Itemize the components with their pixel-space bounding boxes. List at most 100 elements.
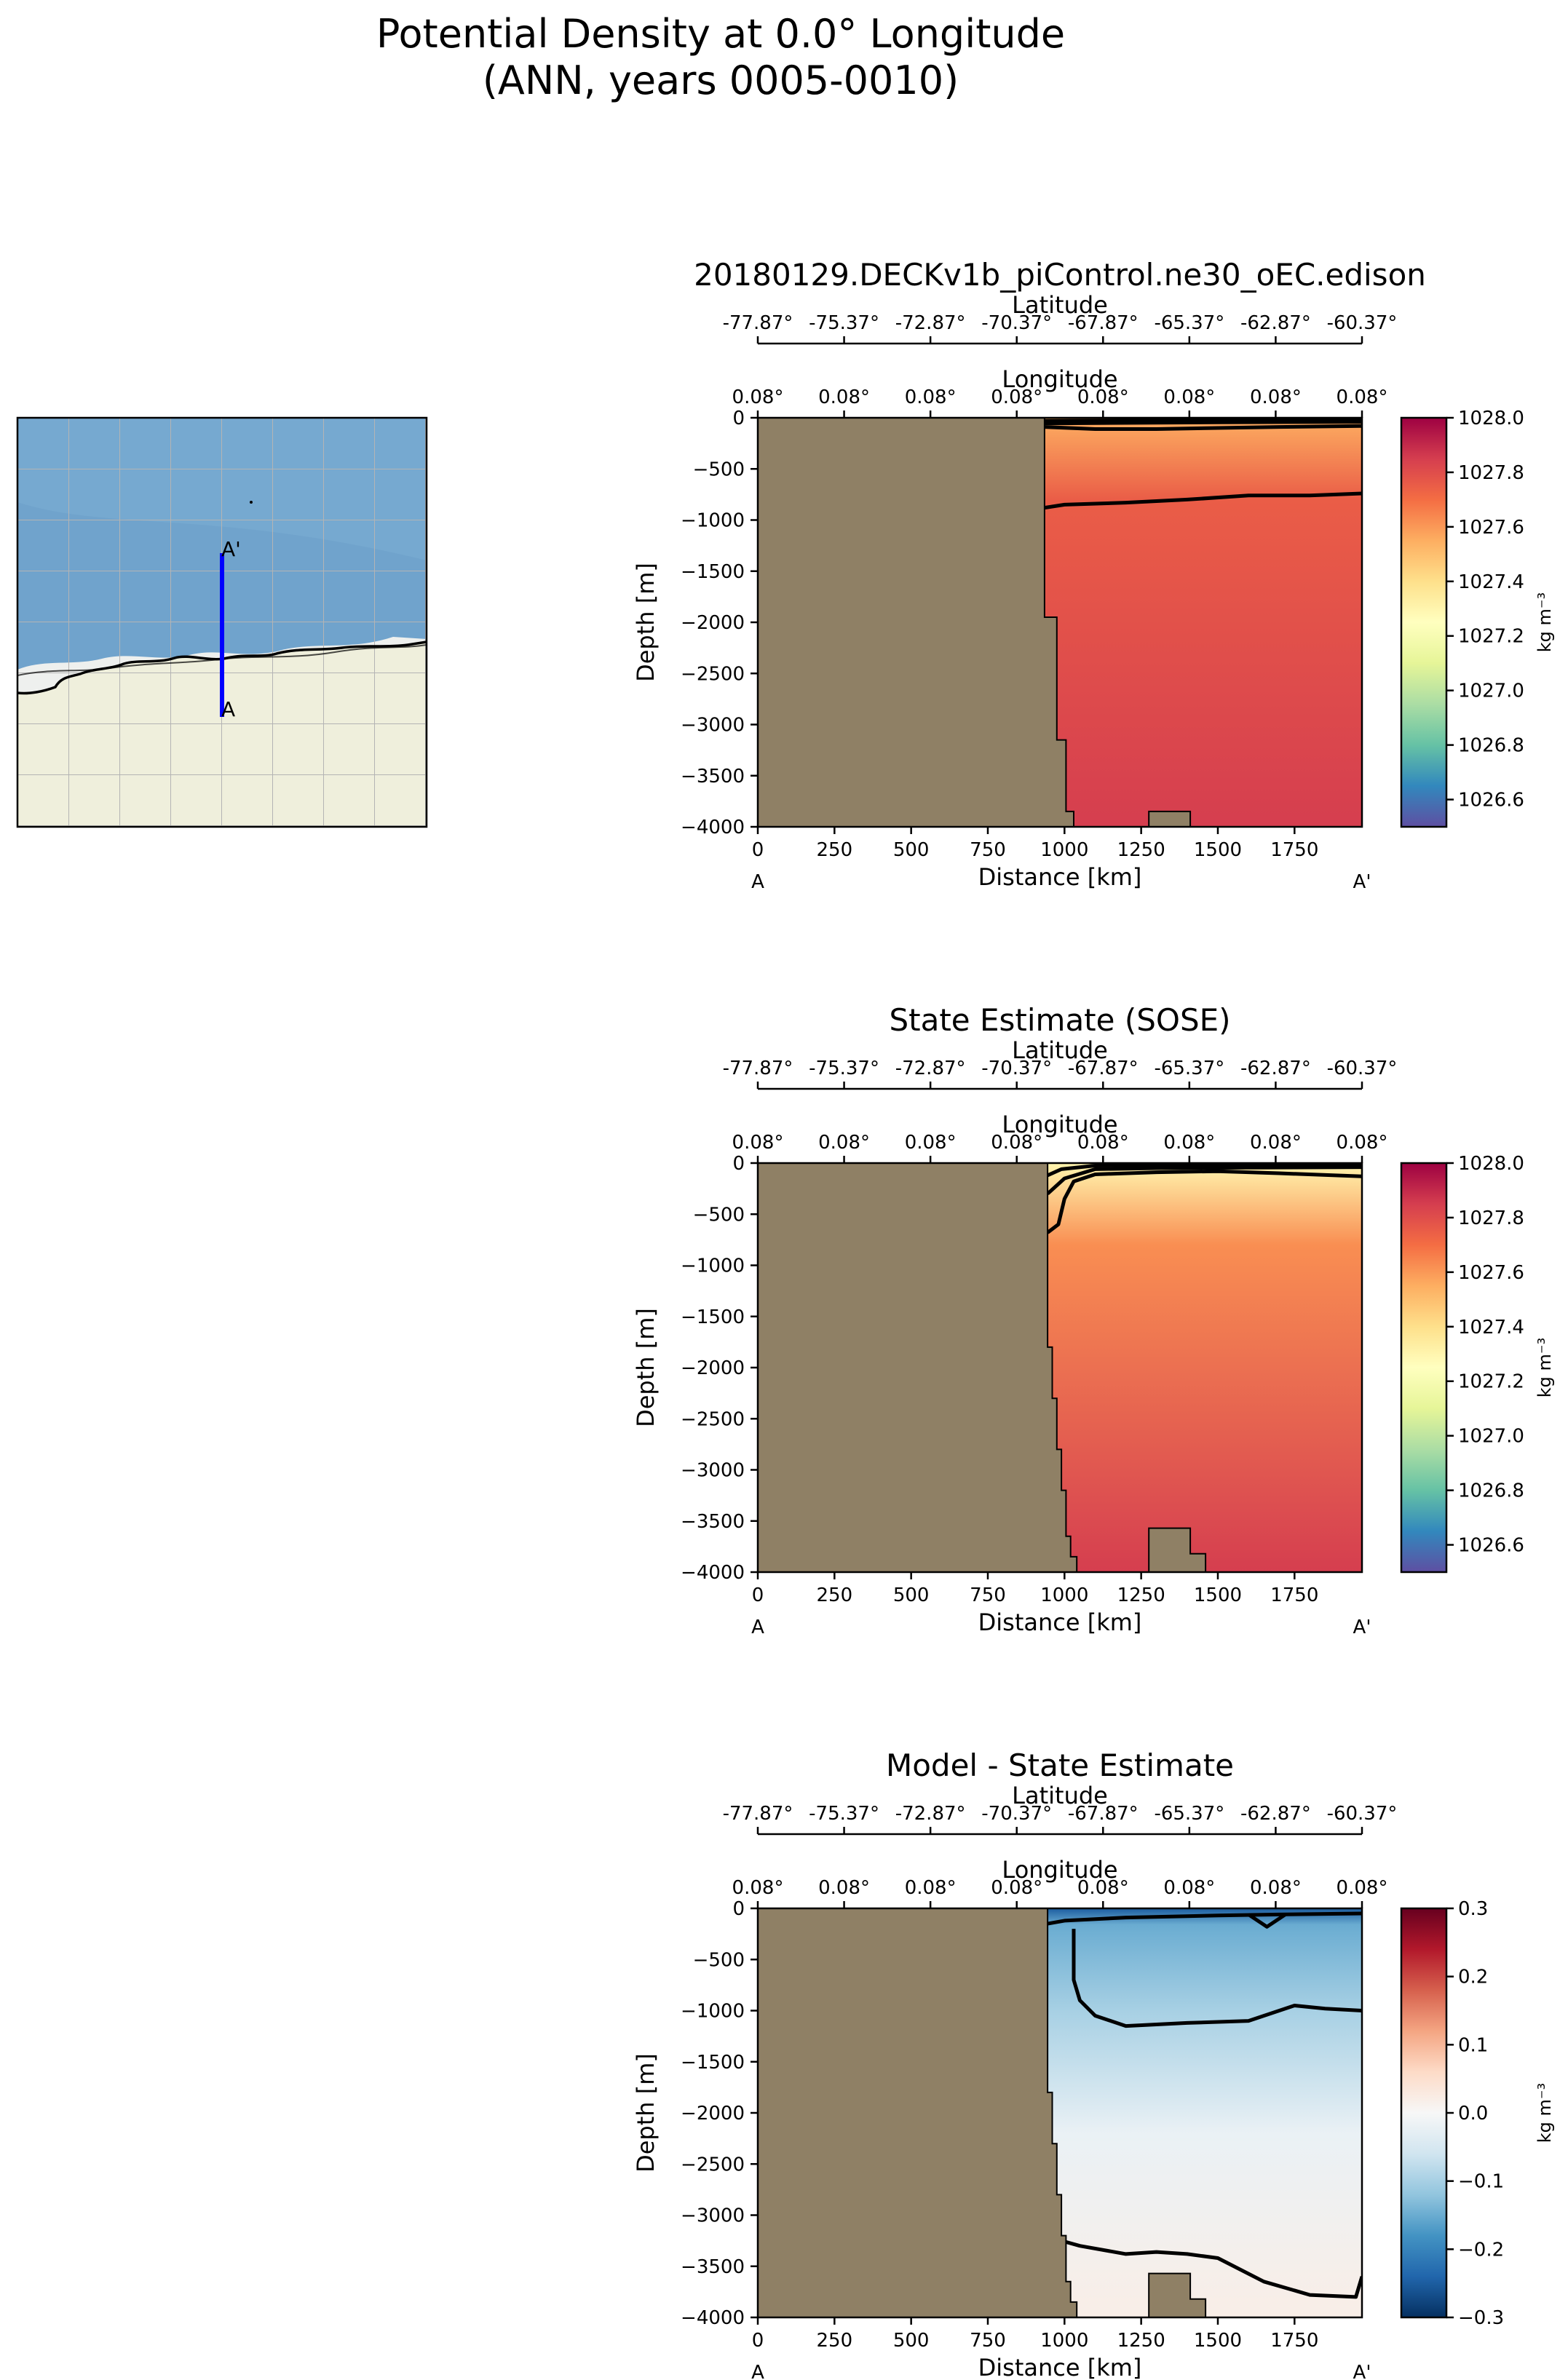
end-label-a: A [751, 1617, 764, 1638]
y-tick-label: −3000 [681, 1460, 745, 1482]
y-tick-label: −2500 [681, 1408, 745, 1430]
land-mask [758, 1908, 1078, 2317]
longitude-tick-label: 0.08° [1250, 386, 1302, 408]
x-axis-label: Distance [km] [978, 2354, 1142, 2380]
contour-line-3 [1044, 420, 1362, 426]
contour-line-2 [1047, 1163, 1362, 1178]
colorbar-tick-label: 1027.0 [1458, 1426, 1524, 1448]
latitude-tick-label: -75.37° [809, 1058, 879, 1079]
y-tick-label: −3500 [681, 766, 745, 788]
colorbar-label: kg m⁻³ [1535, 2083, 1555, 2143]
map-label-a-prime: A' [221, 537, 241, 561]
latitude-tick-label: -60.37° [1327, 1058, 1398, 1079]
panel-0: 20180129.DECKv1b_piControl.ne30_oEC.edis… [632, 257, 1555, 893]
colorbar-tick-label: 0.0 [1458, 2103, 1488, 2125]
x-axis-label: Distance [km] [978, 863, 1142, 891]
x-tick-label: 1750 [1270, 839, 1318, 861]
y-tick-label: −2000 [681, 612, 745, 634]
x-tick-label: 0 [752, 2330, 764, 2352]
longitude-label: Longitude [1002, 1111, 1117, 1138]
map-coastline [17, 640, 427, 695]
latitude-tick-label: -65.37° [1154, 1058, 1224, 1079]
y-axis-label: Depth [m] [632, 1308, 660, 1427]
contour-line-0 [1046, 1169, 1362, 1234]
y-tick-label: −1500 [681, 561, 745, 583]
y-tick-label: −3000 [681, 715, 745, 737]
x-tick-label: 500 [893, 1584, 930, 1606]
seamount [1148, 2272, 1207, 2317]
latitude-tick-label: -77.87° [723, 1058, 793, 1079]
longitude-tick-label: 0.08° [732, 386, 784, 408]
longitude-tick-label: 0.08° [1077, 386, 1129, 408]
longitude-tick-label: 0.08° [818, 1132, 870, 1154]
seamount [1148, 1527, 1207, 1572]
y-tick-label: −1500 [681, 2052, 745, 2074]
longitude-tick-label: 0.08° [1337, 386, 1388, 408]
end-label-a-prime: A' [1353, 2362, 1371, 2380]
x-tick-label: 1500 [1194, 839, 1242, 861]
colorbar-tick-label: 1026.8 [1458, 735, 1524, 757]
location-map [17, 418, 427, 827]
x-tick-label: 1000 [1040, 2330, 1088, 2352]
longitude-tick-label: 0.08° [991, 386, 1042, 408]
y-tick-label: −3000 [681, 2205, 745, 2227]
longitude-tick-label: 0.08° [1337, 1132, 1388, 1154]
latitude-tick-label: -60.37° [1327, 1803, 1398, 1825]
y-tick-label: −1500 [681, 1306, 745, 1328]
longitude-tick-label: 0.08° [991, 1132, 1042, 1154]
y-axis-label: Depth [m] [632, 563, 660, 682]
longitude-tick-label: 0.08° [1163, 1877, 1215, 1899]
contour-line-0 [1044, 424, 1362, 431]
x-tick-label: 1250 [1117, 1584, 1165, 1606]
latitude-tick-label: -62.87° [1240, 312, 1311, 334]
y-tick-label: −4000 [681, 2307, 745, 2329]
colorbar [1400, 1907, 1448, 2319]
x-tick-label: 750 [970, 2330, 1006, 2352]
x-tick-label: 1250 [1117, 2330, 1165, 2352]
end-label-a: A [751, 871, 764, 893]
latitude-tick-label: -72.87° [895, 1803, 966, 1825]
colorbar-tick-label: −0.2 [1458, 2239, 1504, 2261]
end-label-a-prime: A' [1353, 1617, 1371, 1638]
contour-line-3 [1247, 1913, 1287, 1929]
land-mask [758, 1163, 1078, 1572]
x-tick-label: 250 [817, 2330, 853, 2352]
longitude-tick-label: 0.08° [991, 1877, 1042, 1899]
longitude-tick-label: 0.08° [1337, 1877, 1388, 1899]
longitude-label: Longitude [1002, 1856, 1117, 1884]
latitude-tick-label: -60.37° [1327, 312, 1398, 334]
longitude-tick-label: 0.08° [905, 1877, 957, 1899]
latitude-label: Latitude [1012, 291, 1108, 319]
y-tick-label: −2000 [681, 2103, 745, 2125]
latitude-tick-label: -62.87° [1240, 1803, 1311, 1825]
longitude-label: Longitude [1002, 365, 1117, 393]
colorbar-tick-label: 1027.4 [1458, 1317, 1524, 1338]
y-tick-label: −2500 [681, 2154, 745, 2175]
colorbar-tick-label: 1027.4 [1458, 571, 1524, 593]
longitude-tick-label: 0.08° [1250, 1877, 1302, 1899]
contour-line-2 [1061, 2239, 1362, 2299]
latitude-tick-label: -67.87° [1068, 1803, 1139, 1825]
latitude-label: Latitude [1012, 1036, 1108, 1064]
panel-title: 20180129.DECKv1b_piControl.ne30_oEC.edis… [694, 257, 1426, 293]
longitude-tick-label: 0.08° [1077, 1132, 1129, 1154]
longitude-tick-label: 0.08° [1163, 1132, 1215, 1154]
x-tick-label: 1000 [1040, 839, 1088, 861]
latitude-tick-label: -70.37° [981, 312, 1052, 334]
colorbar [1400, 416, 1448, 828]
latitude-label: Latitude [1012, 1782, 1108, 1809]
y-tick-label: −500 [693, 459, 745, 480]
y-tick-label: −500 [693, 1204, 745, 1226]
x-axis-label: Distance [km] [978, 1609, 1142, 1636]
contour-line-1 [1044, 491, 1362, 510]
latitude-tick-label: -77.87° [723, 1803, 793, 1825]
x-tick-label: 250 [817, 839, 853, 861]
x-tick-label: 1750 [1270, 2330, 1318, 2352]
figure-title-line1: Potential Density at 0.0° Longitude [376, 11, 1066, 57]
latitude-tick-label: -72.87° [895, 1058, 966, 1079]
colorbar-tick-label: 1027.2 [1458, 626, 1524, 648]
y-tick-label: −4000 [681, 1562, 745, 1584]
colorbar-tick-label: 0.1 [1458, 2034, 1488, 2056]
longitude-tick-label: 0.08° [1077, 1877, 1129, 1899]
